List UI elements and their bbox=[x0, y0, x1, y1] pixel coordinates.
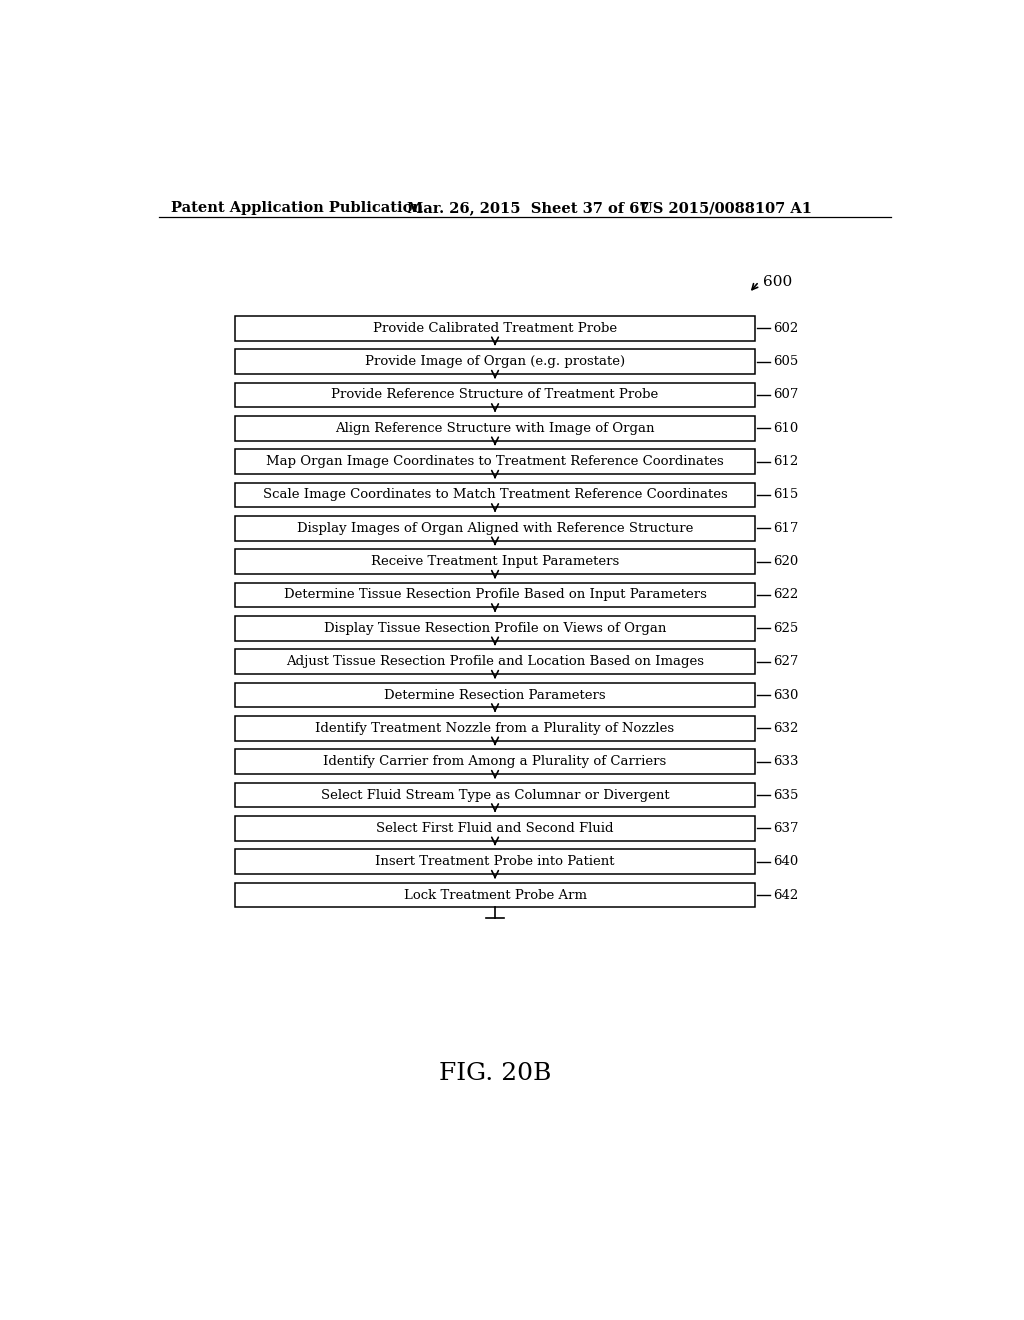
Text: 620: 620 bbox=[773, 556, 798, 568]
Text: 642: 642 bbox=[773, 888, 798, 902]
Text: Lock Treatment Probe Arm: Lock Treatment Probe Arm bbox=[403, 888, 587, 902]
Bar bbox=[236, 616, 755, 640]
Text: 622: 622 bbox=[773, 589, 798, 602]
Text: Display Tissue Resection Profile on Views of Organ: Display Tissue Resection Profile on View… bbox=[324, 622, 667, 635]
Text: Provide Calibrated Treatment Probe: Provide Calibrated Treatment Probe bbox=[373, 322, 617, 335]
Bar bbox=[236, 582, 755, 607]
Text: Identify Carrier from Among a Plurality of Carriers: Identify Carrier from Among a Plurality … bbox=[324, 755, 667, 768]
Text: 637: 637 bbox=[773, 822, 799, 834]
Text: Determine Tissue Resection Profile Based on Input Parameters: Determine Tissue Resection Profile Based… bbox=[284, 589, 707, 602]
Text: US 2015/0088107 A1: US 2015/0088107 A1 bbox=[640, 201, 811, 215]
Text: 630: 630 bbox=[773, 689, 798, 701]
Bar bbox=[236, 783, 755, 808]
Text: 607: 607 bbox=[773, 388, 798, 401]
Text: 635: 635 bbox=[773, 788, 798, 801]
Text: 617: 617 bbox=[773, 521, 798, 535]
Bar bbox=[236, 449, 755, 474]
Text: Select First Fluid and Second Fluid: Select First Fluid and Second Fluid bbox=[376, 822, 613, 834]
Text: Adjust Tissue Resection Profile and Location Based on Images: Adjust Tissue Resection Profile and Loca… bbox=[286, 655, 705, 668]
Bar bbox=[236, 516, 755, 541]
Text: Mar. 26, 2015  Sheet 37 of 67: Mar. 26, 2015 Sheet 37 of 67 bbox=[407, 201, 649, 215]
Text: Insert Treatment Probe into Patient: Insert Treatment Probe into Patient bbox=[375, 855, 614, 869]
Text: Provide Image of Organ (e.g. prostate): Provide Image of Organ (e.g. prostate) bbox=[365, 355, 625, 368]
Bar bbox=[236, 682, 755, 708]
Text: Provide Reference Structure of Treatment Probe: Provide Reference Structure of Treatment… bbox=[332, 388, 658, 401]
Text: Patent Application Publication: Patent Application Publication bbox=[171, 201, 423, 215]
Text: Display Images of Organ Aligned with Reference Structure: Display Images of Organ Aligned with Ref… bbox=[297, 521, 693, 535]
Text: Identify Treatment Nozzle from a Plurality of Nozzles: Identify Treatment Nozzle from a Plurali… bbox=[315, 722, 675, 735]
Text: Align Reference Structure with Image of Organ: Align Reference Structure with Image of … bbox=[335, 422, 654, 434]
Text: 605: 605 bbox=[773, 355, 798, 368]
Text: Map Organ Image Coordinates to Treatment Reference Coordinates: Map Organ Image Coordinates to Treatment… bbox=[266, 455, 724, 469]
Bar bbox=[236, 549, 755, 574]
Bar bbox=[236, 816, 755, 841]
Bar bbox=[236, 483, 755, 507]
Text: FIG. 20B: FIG. 20B bbox=[439, 1061, 551, 1085]
Text: 633: 633 bbox=[773, 755, 799, 768]
Bar bbox=[236, 849, 755, 874]
Bar bbox=[236, 649, 755, 675]
Text: Scale Image Coordinates to Match Treatment Reference Coordinates: Scale Image Coordinates to Match Treatme… bbox=[263, 488, 727, 502]
Bar bbox=[236, 883, 755, 907]
Bar bbox=[236, 715, 755, 741]
Text: 632: 632 bbox=[773, 722, 798, 735]
Text: 615: 615 bbox=[773, 488, 798, 502]
Text: 610: 610 bbox=[773, 422, 798, 434]
Bar bbox=[236, 416, 755, 441]
Bar bbox=[236, 315, 755, 341]
Text: 640: 640 bbox=[773, 855, 798, 869]
Bar bbox=[236, 750, 755, 774]
Text: 627: 627 bbox=[773, 655, 798, 668]
Bar bbox=[236, 383, 755, 408]
Text: Select Fluid Stream Type as Columnar or Divergent: Select Fluid Stream Type as Columnar or … bbox=[321, 788, 670, 801]
Text: 625: 625 bbox=[773, 622, 798, 635]
Text: Receive Treatment Input Parameters: Receive Treatment Input Parameters bbox=[371, 556, 620, 568]
Text: 602: 602 bbox=[773, 322, 798, 335]
Text: 600: 600 bbox=[763, 276, 793, 289]
Bar bbox=[236, 350, 755, 374]
Text: 612: 612 bbox=[773, 455, 798, 469]
Text: Determine Resection Parameters: Determine Resection Parameters bbox=[384, 689, 606, 701]
